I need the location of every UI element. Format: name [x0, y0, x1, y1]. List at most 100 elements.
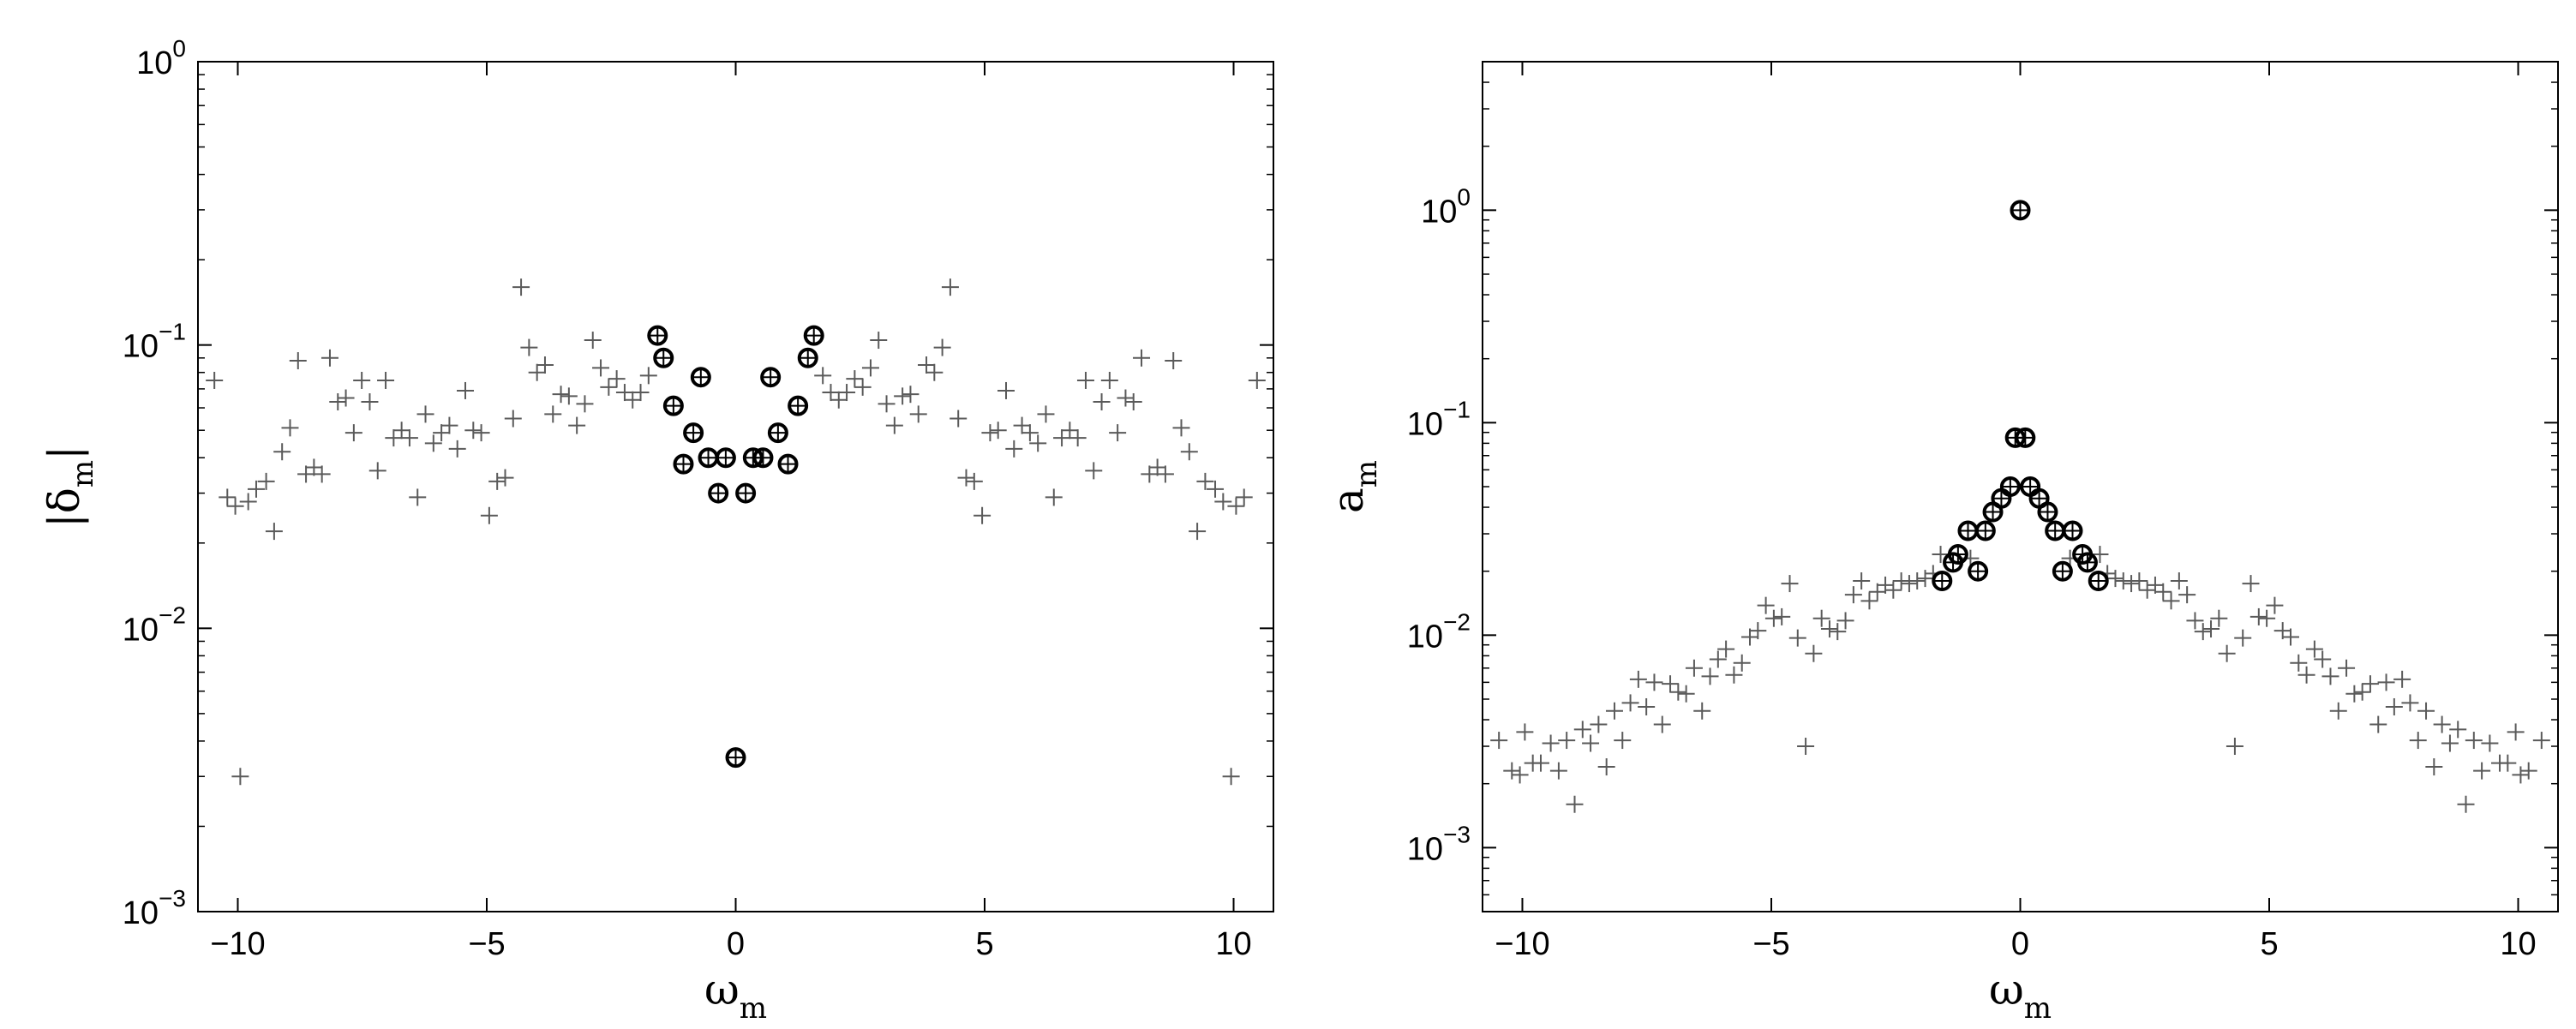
data-point-plus	[321, 349, 338, 367]
data-point-plus	[536, 356, 554, 374]
data-point-plus	[600, 378, 618, 396]
data-point-plus	[2457, 795, 2475, 813]
data-point-plus	[1916, 570, 1934, 588]
data-point-circle	[1974, 520, 1996, 541]
data-point-plus	[1156, 465, 1174, 483]
data-point-plus	[353, 371, 371, 389]
data-point-plus	[1677, 685, 1695, 703]
data-point-plus	[918, 356, 936, 374]
data-point-plus	[2154, 583, 2172, 601]
data-point-plus	[512, 278, 530, 296]
data-point-plus	[615, 384, 633, 402]
data-point-circle	[2062, 520, 2083, 541]
data-point-plus	[416, 405, 434, 423]
data-point-plus	[1701, 667, 1719, 685]
y-tick-label: 10−2	[123, 601, 186, 648]
data-point-plus	[1693, 702, 1711, 720]
x-tick-label: 10	[2500, 926, 2536, 962]
data-point-plus	[1222, 768, 1240, 786]
data-point-plus	[926, 363, 944, 381]
data-point-circle	[708, 482, 729, 504]
data-point-plus	[448, 440, 466, 458]
data-point-plus	[496, 469, 514, 487]
data-point-plus	[368, 462, 386, 480]
data-point-circle	[2052, 560, 2073, 582]
data-point-circle	[698, 447, 719, 469]
data-point-plus	[1516, 723, 1534, 741]
data-point-plus	[957, 469, 975, 487]
data-point-plus	[902, 386, 920, 404]
data-point-plus	[1629, 670, 1647, 688]
data-point-plus	[1788, 629, 1806, 647]
data-point-plus	[2329, 702, 2347, 720]
data-point-plus	[1812, 609, 1830, 627]
data-point-plus	[1900, 575, 1918, 593]
data-point-plus	[361, 393, 379, 411]
data-point-plus	[1558, 732, 1576, 750]
data-point-circle	[803, 325, 824, 346]
data-point-plus	[2258, 609, 2276, 627]
data-point-plus	[206, 371, 224, 389]
series-2	[647, 325, 824, 769]
data-point-plus	[2393, 670, 2411, 688]
data-point-plus	[1549, 762, 1567, 780]
data-point-plus	[1590, 715, 1608, 733]
data-point-plus	[1180, 443, 1198, 461]
data-point-plus	[1189, 523, 1207, 541]
data-point-plus	[1638, 697, 1656, 715]
data-point-circle	[1991, 488, 2012, 509]
data-point-plus	[1932, 546, 1950, 564]
panel-2: −10 −5 0 5 10 10−3 10−2 10−1 100 ωm am	[1323, 61, 2559, 1026]
data-point-plus	[1669, 683, 1687, 701]
data-point-plus	[1749, 622, 1767, 640]
data-point-plus	[1868, 583, 1886, 601]
data-point-plus	[973, 506, 991, 524]
data-point-circle	[715, 447, 736, 469]
data-point-plus	[870, 332, 888, 350]
data-point-circle	[2020, 476, 2041, 497]
data-point-plus	[2433, 715, 2451, 733]
data-point-plus	[1061, 422, 1079, 440]
data-point-plus	[1207, 480, 1225, 498]
data-point-plus	[568, 416, 586, 434]
data-point-plus	[1709, 650, 1727, 668]
data-point-plus	[632, 384, 650, 402]
data-point-plus	[2417, 702, 2435, 720]
data-point-circle	[797, 347, 818, 368]
data-point-plus	[1621, 694, 1639, 712]
data-point-circle	[2076, 552, 2098, 573]
x-tick-label: 5	[975, 926, 993, 962]
data-point-plus	[1725, 666, 1743, 684]
data-point-circle	[725, 747, 746, 769]
data-point-plus	[2369, 715, 2387, 733]
data-point-circle	[2088, 571, 2109, 592]
data-point-circle	[788, 395, 809, 416]
data-point-plus	[2242, 575, 2260, 593]
data-point-plus	[2281, 628, 2299, 646]
data-point-plus	[1685, 659, 1703, 677]
data-point-plus	[2377, 673, 2395, 691]
data-point-plus	[2250, 607, 2267, 625]
data-point-plus	[1503, 762, 1521, 780]
y-tick-label: 10−1	[1407, 396, 1471, 442]
data-point-plus	[2481, 734, 2499, 752]
data-point-plus	[830, 391, 848, 409]
data-point-plus	[2091, 546, 2109, 564]
data-point-plus	[1653, 715, 1671, 733]
data-point-plus	[894, 387, 912, 405]
data-point-plus	[933, 338, 951, 356]
data-point-plus	[226, 497, 244, 515]
data-point-plus	[2345, 685, 2363, 703]
data-point-plus	[838, 384, 856, 402]
data-point-plus	[2449, 721, 2467, 739]
data-point-plus	[576, 395, 594, 413]
data-point-plus	[1829, 623, 1847, 641]
data-point-plus	[2321, 667, 2339, 685]
data-point-plus	[2305, 640, 2323, 658]
data-point-circle	[2010, 200, 2031, 221]
data-point-plus	[2210, 609, 2228, 627]
y-tick-label: 10−3	[1407, 821, 1471, 867]
data-point-circle	[647, 325, 668, 346]
data-point-plus	[1093, 393, 1111, 411]
data-point-plus	[1141, 465, 1159, 483]
